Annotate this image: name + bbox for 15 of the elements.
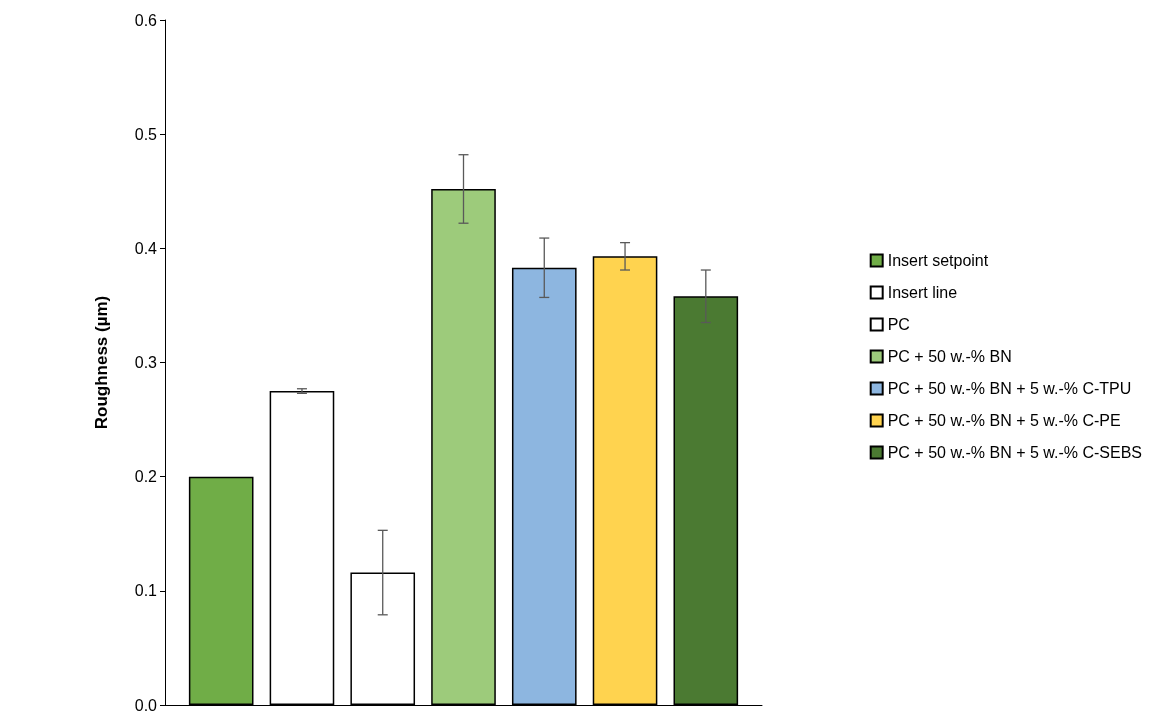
legend-label: Insert setpoint [887,252,989,269]
y-tick-label: 0.3 [134,354,158,371]
y-tick-label: 0.6 [134,11,158,29]
legend-label: PC + 50 w.-% BN + 5 w.-% C-TPU [887,380,1132,397]
y-tick-label: 0.0 [134,696,158,713]
y-tick-label: 0.5 [134,125,158,143]
legend-label: PC + 50 w.-% BN [887,348,1012,365]
legend-label: Insert line [887,284,958,301]
y-axis-title: Roughness (µm) [92,295,111,430]
legend-label: PC + 50 w.-% BN + 5 w.-% C-SEBS [887,444,1142,461]
legend-label: PC [887,316,910,333]
y-tick-label: 0.4 [134,239,158,257]
y-tick-label: 0.1 [134,582,158,600]
legend-label: PC + 50 w.-% BN + 5 w.-% C-PE [887,412,1121,429]
y-tick-label: 0.2 [134,468,158,486]
